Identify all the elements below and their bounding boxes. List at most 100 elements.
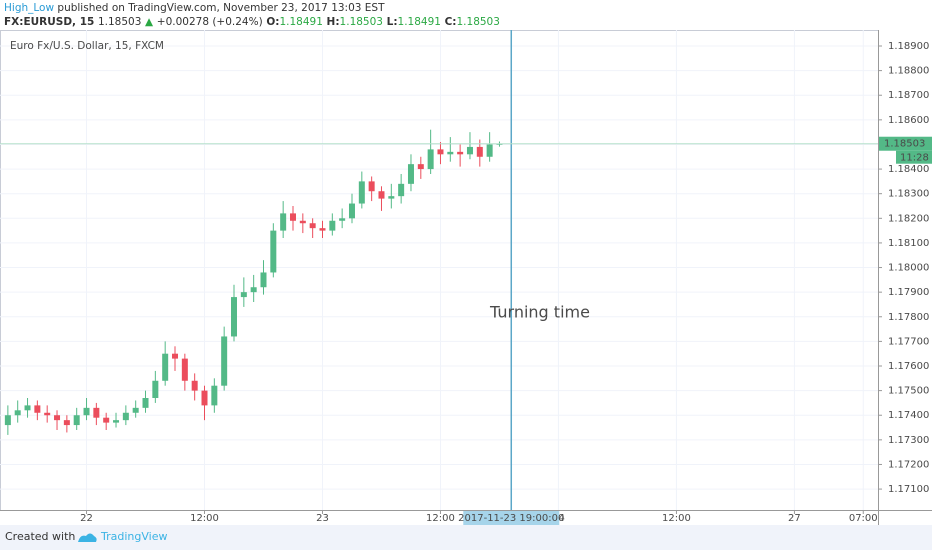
footer: Created with TradingView bbox=[0, 525, 932, 550]
chart: Euro Fx/U.S. Dollar, 15, FXCM 1.18900 1.1… bbox=[0, 30, 932, 525]
candle-body bbox=[368, 181, 375, 192]
ohlc-label: O: bbox=[266, 16, 280, 28]
x-tick-label: 12:00 bbox=[190, 513, 219, 524]
candle-body bbox=[83, 407, 90, 416]
candle-body bbox=[309, 223, 316, 229]
candle-body bbox=[250, 287, 257, 293]
candle-body bbox=[457, 151, 464, 155]
candle-body bbox=[289, 213, 296, 221]
candle-body bbox=[132, 407, 139, 413]
x-tick-label: 12:00 bbox=[426, 513, 455, 524]
price: 1.18503 bbox=[97, 16, 142, 28]
y-tick-label: 1.17100 bbox=[888, 484, 929, 495]
candle-body bbox=[437, 149, 444, 155]
y-tick-label: 1.17500 bbox=[888, 386, 929, 397]
candle-body bbox=[4, 415, 11, 426]
candle-body bbox=[142, 398, 149, 408]
published: published on TradingView.com, November 2… bbox=[57, 2, 385, 14]
y-tick-label: 1.17900 bbox=[888, 287, 929, 298]
candle-body bbox=[14, 410, 21, 416]
candle-body bbox=[398, 183, 405, 197]
y-tick-label: 1.18900 bbox=[888, 41, 929, 52]
candle-body bbox=[466, 146, 473, 155]
candle-body bbox=[162, 353, 169, 381]
candle-body bbox=[260, 272, 267, 288]
brand-logo bbox=[78, 533, 97, 542]
y-tick-label: 1.18400 bbox=[888, 164, 929, 175]
candle-body bbox=[417, 164, 424, 170]
countdown: 11:28 bbox=[900, 153, 929, 164]
x-tick-label: 22 bbox=[80, 513, 93, 524]
candle-body bbox=[476, 146, 483, 157]
candle-body bbox=[407, 164, 414, 184]
y-tick-label: 1.17200 bbox=[888, 459, 929, 470]
candle-body bbox=[348, 203, 355, 219]
author[interactable]: High_Low bbox=[4, 2, 55, 14]
brand[interactable]: TradingView bbox=[101, 530, 168, 543]
candle-body bbox=[44, 412, 51, 416]
x-tick-label: 27 bbox=[788, 513, 801, 524]
created-with: Created with bbox=[5, 530, 76, 543]
candle-body bbox=[329, 220, 336, 231]
y-tick-label: 1.18100 bbox=[888, 238, 929, 249]
candle-body bbox=[496, 143, 503, 145]
y-tick-label: 1.17300 bbox=[888, 435, 929, 446]
candle-body bbox=[122, 412, 129, 421]
y-tick-label: 1.18600 bbox=[888, 115, 929, 126]
candle-body bbox=[103, 417, 110, 423]
candle-body bbox=[299, 220, 306, 224]
header-line: High_Low published on TradingView.com, N… bbox=[4, 2, 385, 14]
candle-body bbox=[240, 292, 247, 298]
arrow: ▲ bbox=[145, 16, 154, 28]
x-tick-label: 07:00 bbox=[849, 513, 878, 524]
ohlc-label: C: bbox=[444, 16, 457, 28]
cursor-time-box bbox=[463, 511, 560, 525]
change: +0.00278 (+0.24%) bbox=[156, 16, 263, 28]
candle-body bbox=[93, 407, 100, 418]
grid bbox=[0, 30, 878, 510]
ohlc-value: 1.18503 bbox=[456, 16, 500, 28]
ohlc-label: L: bbox=[386, 16, 398, 28]
y-tick-label: 1.17400 bbox=[888, 410, 929, 421]
ohlc-value: 1.18491 bbox=[279, 16, 323, 28]
candle-body bbox=[172, 353, 179, 359]
chart-title: Euro Fx/U.S. Dollar, 15, FXCM bbox=[10, 40, 164, 52]
y-tick-label: 1.17600 bbox=[888, 361, 929, 372]
plot-border bbox=[0, 30, 879, 511]
candle-body bbox=[191, 380, 198, 391]
cursor-time: 2017-11-23 19:00:00 bbox=[458, 513, 564, 524]
candle-body bbox=[113, 420, 120, 423]
candle-body bbox=[24, 405, 31, 411]
countdown-box bbox=[896, 150, 932, 164]
candle-body bbox=[34, 405, 41, 413]
x-tick-label: 12:00 bbox=[662, 513, 691, 524]
candle-body bbox=[54, 415, 61, 421]
y-tick-label: 1.17700 bbox=[888, 336, 929, 347]
symbol: FX:EURUSD, 15 bbox=[4, 16, 95, 28]
y-tick-label: 1.18300 bbox=[888, 189, 929, 200]
candle-body bbox=[231, 297, 238, 337]
candle-body bbox=[73, 415, 80, 426]
y-tick-label: 1.18700 bbox=[888, 90, 929, 101]
last-price: 1.18503 bbox=[884, 139, 925, 150]
y-tick-label: 1.18800 bbox=[888, 66, 929, 77]
candle-body bbox=[270, 230, 277, 273]
candle-body bbox=[201, 390, 208, 406]
candle-body bbox=[211, 385, 218, 406]
legend-line: FX:EURUSD, 15 1.18503 ▲ +0.00278 (+0.24%… bbox=[4, 16, 500, 28]
y-tick-label: 1.17800 bbox=[888, 312, 929, 323]
candle-body bbox=[486, 144, 493, 157]
candle-body bbox=[427, 149, 434, 170]
candle-body bbox=[63, 420, 70, 426]
last-price-box bbox=[879, 136, 932, 151]
candle-body bbox=[221, 336, 228, 386]
candle-body bbox=[378, 191, 385, 199]
candle-body bbox=[319, 228, 326, 231]
y-tick-label: 1.18200 bbox=[888, 213, 929, 224]
candle-body bbox=[447, 151, 454, 155]
candle-body bbox=[152, 380, 159, 398]
candle-body bbox=[181, 358, 188, 381]
ohlc-value: 1.18491 bbox=[397, 16, 441, 28]
candle-body bbox=[388, 196, 395, 199]
